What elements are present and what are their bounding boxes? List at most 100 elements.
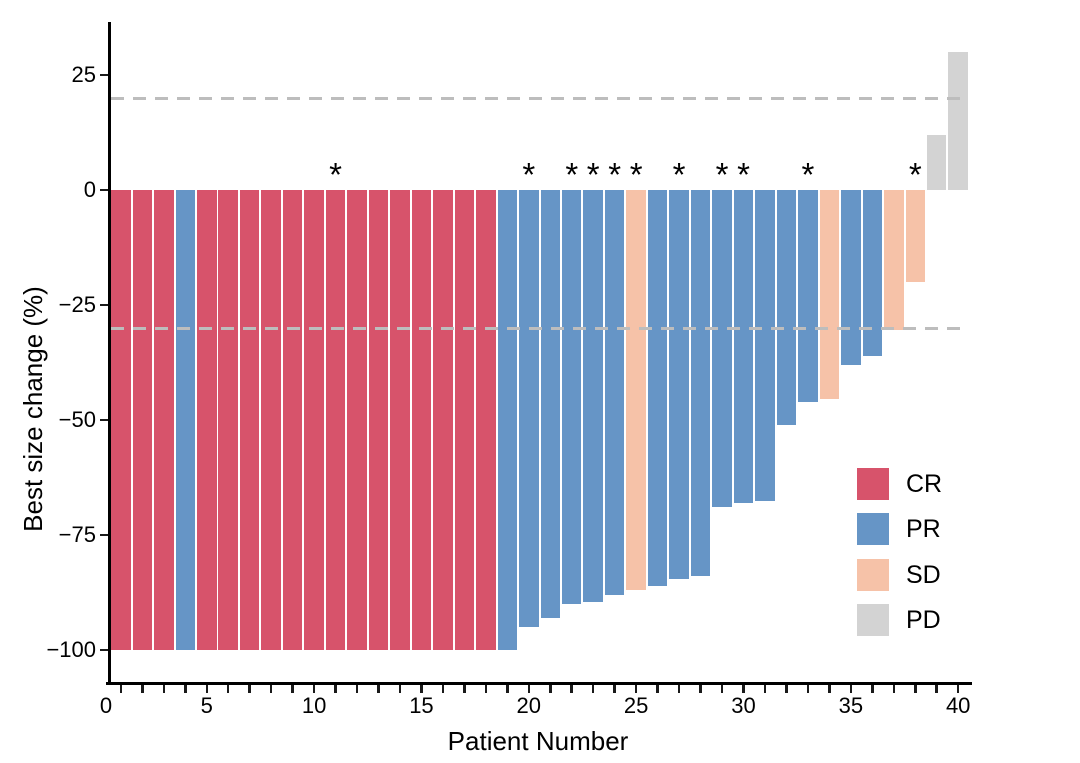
- bar-patient-11: [325, 190, 346, 650]
- bar-patient-21: [540, 190, 561, 618]
- legend-label-pr: PR: [906, 515, 941, 544]
- y-tick: [100, 188, 108, 192]
- x-tick: [355, 685, 359, 693]
- x-tick: [570, 685, 573, 693]
- x-tick: [420, 685, 423, 693]
- reference-line-upper: [111, 96, 963, 100]
- y-tick: [100, 418, 108, 422]
- x-tick: [484, 685, 488, 693]
- legend-label-cr: CR: [906, 470, 943, 498]
- x-tick: [441, 685, 445, 693]
- bar-patient-40: [948, 52, 968, 190]
- bar-patient-38: [905, 190, 925, 282]
- asterisk-marker-patient-25: *: [629, 156, 643, 193]
- reference-line-lower: [111, 326, 963, 330]
- legend-swatch-sd: [857, 558, 889, 591]
- x-tick: [699, 685, 702, 693]
- asterisk-marker-patient-38: *: [908, 156, 922, 193]
- bar-patient-33: [798, 190, 818, 402]
- y-tick: [100, 533, 108, 537]
- x-tick: [549, 685, 552, 693]
- x-tick: [527, 685, 531, 693]
- y-tick-label: 0: [83, 177, 96, 202]
- bar-patient-29: [712, 190, 732, 508]
- x-tick: [312, 685, 316, 693]
- legend-swatch-pd: [857, 604, 889, 637]
- bar-patient-8: [261, 190, 281, 650]
- x-tick: [634, 685, 638, 693]
- bar-patient-19: [497, 190, 518, 650]
- x-tick: [806, 685, 810, 693]
- x-tick-label: 25: [623, 693, 649, 718]
- x-tick: [141, 685, 144, 693]
- y-tick-label: −50: [58, 407, 96, 432]
- y-tick: [100, 648, 108, 652]
- bar-patient-7: [239, 190, 260, 650]
- x-tick-label: 40: [945, 693, 971, 718]
- x-tick: [613, 685, 616, 693]
- bar-patient-35: [841, 190, 861, 365]
- bar-patient-39: [926, 134, 947, 190]
- bar-patient-37: [884, 190, 904, 331]
- bar-patient-15: [411, 190, 432, 650]
- asterisk-marker-patient-29: *: [715, 156, 729, 193]
- x-tick: [119, 685, 123, 693]
- y-tick-label: −100: [46, 637, 96, 662]
- bar-patient-2: [132, 190, 153, 650]
- bar-patient-6: [218, 190, 238, 650]
- asterisk-marker-patient-23: *: [586, 156, 600, 193]
- bar-patient-34: [819, 190, 840, 400]
- x-tick-label: 30: [731, 693, 756, 718]
- bar-patient-4: [175, 190, 196, 650]
- x-tick: [205, 685, 208, 693]
- bar-patient-23: [583, 190, 603, 602]
- bar-patient-1: [111, 190, 131, 650]
- legend-label-pd: PD: [906, 606, 941, 635]
- bar-patient-27: [669, 190, 689, 579]
- y-tick-label: −75: [58, 522, 96, 547]
- bar-patient-25: [626, 190, 646, 591]
- bar-patient-31: [755, 190, 775, 501]
- bar-patient-10: [304, 190, 324, 650]
- x-tick: [849, 685, 853, 693]
- x-tick: [591, 685, 595, 693]
- x-axis-title: Patient Number: [447, 726, 629, 756]
- x-tick: [871, 685, 874, 693]
- legend-swatch-cr: [857, 468, 889, 500]
- asterisk-marker-patient-33: *: [801, 156, 815, 193]
- asterisk-marker-patient-24: *: [608, 156, 622, 193]
- x-tick: [677, 685, 681, 693]
- x-tick: [377, 685, 380, 693]
- x-tick-label: 20: [516, 693, 542, 718]
- x-tick-label: 35: [838, 693, 864, 718]
- x-tick: [935, 685, 938, 693]
- y-tick: [100, 303, 108, 307]
- bar-patient-32: [776, 190, 797, 425]
- asterisk-marker-patient-27: *: [672, 156, 686, 193]
- x-tick: [956, 685, 960, 693]
- legend-swatch-pr: [857, 513, 889, 546]
- x-tick: [892, 685, 896, 693]
- bar-patient-36: [862, 190, 883, 356]
- x-tick: [656, 685, 659, 693]
- x-tick: [226, 685, 230, 693]
- asterisk-marker-patient-11: *: [329, 156, 342, 193]
- x-tick: [291, 685, 294, 693]
- x-tick: [720, 685, 724, 693]
- bar-patient-28: [690, 190, 711, 577]
- x-tick: [763, 685, 767, 693]
- bar-patient-26: [647, 190, 668, 586]
- x-tick: [269, 685, 273, 693]
- bar-patient-14: [390, 190, 410, 650]
- bar-patient-18: [476, 190, 496, 650]
- asterisk-marker-patient-20: *: [522, 156, 536, 193]
- x-axis-line: [106, 682, 972, 685]
- x-tick-label: 15: [409, 693, 434, 718]
- legend-label-sd: SD: [906, 560, 941, 589]
- x-tick: [785, 685, 788, 693]
- x-tick: [334, 685, 337, 693]
- asterisk-marker-patient-30: *: [737, 156, 750, 193]
- x-tick-label: 0: [99, 693, 113, 718]
